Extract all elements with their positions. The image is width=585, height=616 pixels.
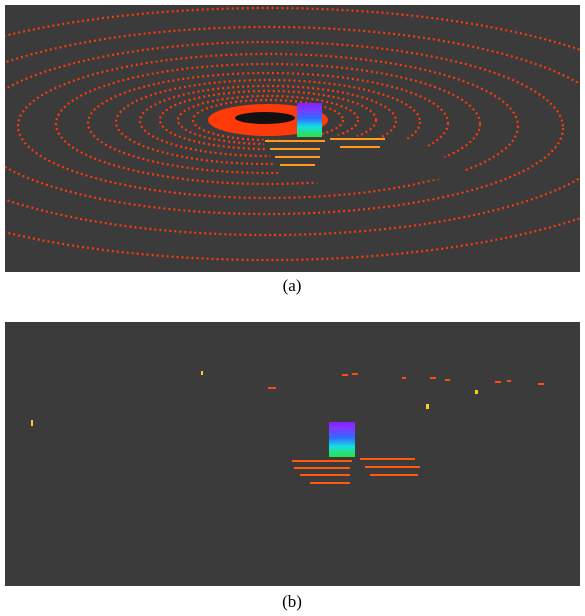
target-box — [329, 422, 355, 457]
caption: (a) — [283, 276, 302, 295]
figure: (a) (b) — [0, 0, 585, 616]
panel-a-image — [0, 5, 585, 272]
page: (a) (b) (() => { const data = JSON.parse… — [0, 0, 585, 616]
panel-b-image — [5, 322, 580, 586]
caption: (b) — [282, 592, 302, 611]
target-box — [297, 103, 322, 137]
